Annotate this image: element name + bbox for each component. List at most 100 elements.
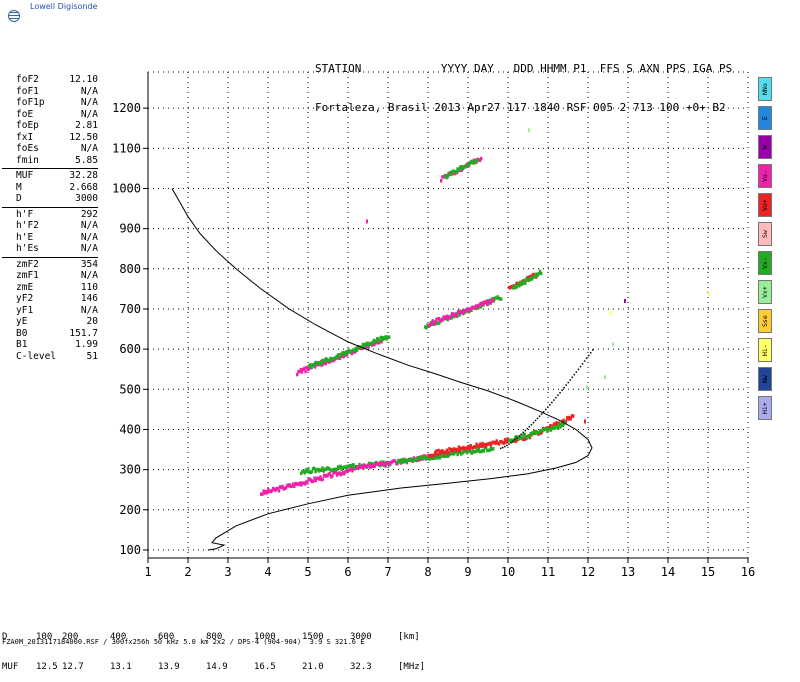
echo-point xyxy=(473,306,477,311)
echo-point xyxy=(533,429,536,434)
legend-swatch: E xyxy=(758,106,772,130)
echo-point xyxy=(455,170,458,175)
x-trace-point xyxy=(526,427,529,430)
muf-table-distance: 3000 xyxy=(350,632,372,642)
echo-point xyxy=(456,167,459,171)
echo-point xyxy=(456,452,459,457)
param-value: 51 xyxy=(86,350,98,362)
echo-point xyxy=(453,169,457,174)
legend-label: Hi- xyxy=(761,344,769,356)
echo-point xyxy=(497,442,501,446)
echo-point xyxy=(438,318,442,322)
echo-point xyxy=(450,311,454,316)
echo-point xyxy=(512,438,516,443)
echo-point xyxy=(353,348,356,352)
echo-point xyxy=(441,175,444,179)
param-row: foEp 2.81 xyxy=(2,120,98,132)
echo-point xyxy=(340,467,343,472)
echo-point xyxy=(393,459,397,463)
echo-point xyxy=(525,277,528,281)
echo-point xyxy=(367,463,371,468)
echo-point xyxy=(430,456,433,461)
echo-point xyxy=(443,316,447,321)
polarization-legend: NNo E W Vo- Vo+ Sw Vx- Vx+ Sse Hi- Nw Hi+ xyxy=(758,77,772,425)
echo-point xyxy=(472,158,476,162)
echo-point xyxy=(472,161,475,165)
station-header-values: Fortaleza, Brasil 2013 Apr27 117 1840 RS… xyxy=(315,101,726,114)
param-row: MUF 32.28 xyxy=(2,170,98,182)
echo-point xyxy=(463,309,466,313)
echo-point xyxy=(435,449,438,453)
echo-spot xyxy=(612,342,614,347)
echo-point xyxy=(460,310,464,314)
echo-point xyxy=(474,158,478,163)
x-trace-point xyxy=(575,371,578,373)
muf-table-muf-label: MUF xyxy=(2,662,19,672)
x-trace-point xyxy=(532,421,535,424)
echo-point xyxy=(355,348,359,353)
x-trace-point xyxy=(534,419,537,422)
echo-point xyxy=(492,447,495,451)
param-row: h'E N/A xyxy=(2,232,98,244)
echo-point xyxy=(477,444,481,448)
echo-point xyxy=(303,482,307,486)
echo-point xyxy=(380,340,383,344)
legend-label: Nw xyxy=(761,375,769,383)
echo-point xyxy=(425,326,428,330)
echo-point xyxy=(313,466,316,470)
station-header: STATION YYYY DAY DDD HHMM P1 FFS S AXN P… xyxy=(315,36,732,127)
muf-table-d-label: D xyxy=(2,632,8,642)
param-name: foE xyxy=(16,108,34,120)
echo-point xyxy=(510,284,513,289)
param-name: fxI xyxy=(16,131,34,143)
echo-point xyxy=(536,273,539,278)
echo-point xyxy=(328,358,331,362)
echo-point xyxy=(432,320,436,324)
echo-point xyxy=(484,300,488,304)
echo-point xyxy=(474,445,477,449)
param-value: 110 xyxy=(80,281,98,293)
muf-table-frequency: [MHz] xyxy=(398,662,426,672)
x-trace-point xyxy=(592,349,594,351)
param-row: foE N/A xyxy=(2,109,98,121)
x-trace-point xyxy=(581,363,584,365)
x-trace-point xyxy=(540,413,543,415)
x-trace-point xyxy=(577,368,580,371)
param-name: foEs xyxy=(16,143,39,154)
echo-point xyxy=(476,449,479,453)
legend-label: E xyxy=(761,116,769,120)
param-value: N/A xyxy=(80,243,98,254)
echo-point xyxy=(535,272,538,276)
muf-table-distance-row: D 100 200 400 600 800 1000 1500 3000 [km] xyxy=(2,632,420,642)
legend-swatch: Nw xyxy=(758,367,772,391)
echo-point xyxy=(320,468,323,473)
param-row: foEs N/A xyxy=(2,143,98,155)
echo-point xyxy=(468,161,472,165)
x-trace-point xyxy=(516,437,518,439)
echo-point xyxy=(465,307,468,312)
x-tick-label: 8 xyxy=(424,565,431,579)
echo-point xyxy=(448,171,452,175)
echo-point xyxy=(537,271,540,276)
echo-point xyxy=(440,179,443,183)
x-trace-point xyxy=(573,373,576,376)
echo-point xyxy=(335,467,339,471)
muf-table-frequency: 13.9 xyxy=(158,662,180,672)
x-tick-label: 2 xyxy=(184,565,191,579)
echo-point xyxy=(469,307,472,312)
echo-point xyxy=(555,421,558,425)
echo-point xyxy=(306,481,309,485)
param-value: 12.50 xyxy=(69,131,98,143)
param-value: 292 xyxy=(80,208,98,220)
echo-point xyxy=(436,452,439,457)
echo-point xyxy=(354,346,357,351)
muf-table-distance: 800 xyxy=(206,632,223,642)
echo-point xyxy=(458,448,462,452)
echo-point xyxy=(321,477,325,481)
echo-traces xyxy=(260,128,710,496)
x-trace-point xyxy=(565,384,567,386)
param-name: B1 xyxy=(16,339,28,350)
echo-point xyxy=(339,355,342,359)
echo-point xyxy=(452,452,456,456)
legend-label: Sse xyxy=(761,315,769,327)
